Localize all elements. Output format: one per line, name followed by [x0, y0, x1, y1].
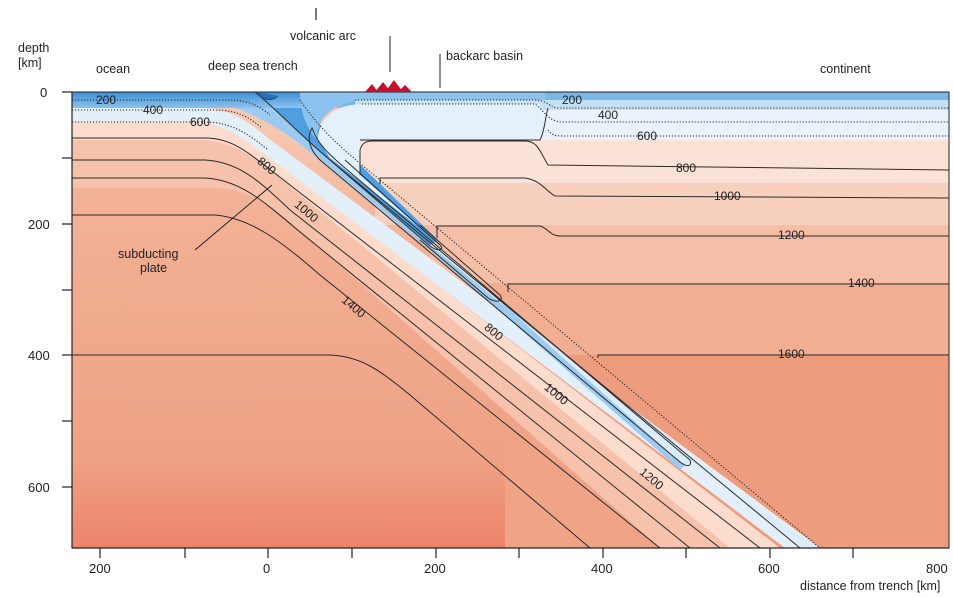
iso-label-cont-1400: 1400 — [848, 276, 875, 290]
isotherm-lines — [72, 92, 949, 548]
isotherm-slab-800 — [72, 137, 761, 548]
subducting-plate-pointer — [194, 184, 273, 251]
iso-label-cont-1600: 1600 — [778, 347, 805, 361]
ocean-band-warm — [72, 140, 740, 548]
y-tick-label-600: 600 — [28, 480, 50, 495]
backarc-basin-label: backarc basin — [446, 49, 523, 63]
subducting-plate-label-1: subducting — [118, 247, 179, 261]
x-axis: 200 0 200 400 600 800 distance from tren… — [72, 547, 949, 593]
isotherm-continent-800 — [359, 140, 949, 175]
isotherm-mantle-deep — [72, 354, 591, 548]
deep-sea-trench-label: deep sea trench — [208, 59, 298, 73]
x-tick-label-600: 600 — [758, 561, 780, 576]
top-labels: depth [km] ocean deep sea trench volcani… — [18, 8, 871, 88]
isotherm-continent-1200 — [436, 225, 949, 238]
iso-label-cont-600: 600 — [637, 129, 657, 143]
y-tick-label-0: 0 — [40, 85, 47, 100]
x-tick-label-400: 400 — [591, 561, 613, 576]
depth-axis-title-1: depth — [18, 41, 49, 55]
isotherm-slab-1000 — [72, 159, 721, 548]
iso-label-ocean-600: 600 — [190, 115, 210, 129]
continent-band-1200 — [430, 225, 949, 283]
isotherm-continent-1400 — [507, 283, 949, 292]
iso-label-cont-800: 800 — [676, 161, 696, 175]
mantle-wedge-blue — [300, 92, 545, 140]
ocean-band-cool — [72, 108, 820, 548]
continent-band-200 — [355, 92, 949, 100]
isotherm-ocean-400 — [72, 109, 263, 129]
trench-marker — [257, 91, 279, 100]
volcanic-arc-label: volcanic arc — [290, 29, 356, 43]
ocean-band-pale — [72, 122, 780, 548]
isotherm-slab-1400 — [72, 214, 661, 548]
x-tick-label-0: 0 — [263, 561, 270, 576]
iso-label-cont-200: 200 — [562, 93, 582, 107]
isotherm-continent-200 — [355, 99, 949, 109]
isotherm-continent-600b — [547, 129, 949, 137]
ocean-label: ocean — [96, 62, 130, 76]
slab-dotted-core — [299, 99, 821, 548]
iso-label-cont-1000: 1000 — [714, 189, 741, 203]
y-axis: 0 200 400 600 — [28, 85, 73, 548]
x-tick-label-800: 800 — [926, 561, 948, 576]
slab-tongue-1 — [329, 159, 443, 251]
slab-inner-loop — [308, 126, 691, 467]
x-axis-title: distance from trench [km] — [800, 579, 940, 593]
isotherm-slab-1200 — [72, 177, 691, 548]
iso-label-ocean-400: 400 — [143, 103, 163, 117]
isotherm-ocean-600 — [72, 121, 269, 151]
continent-band-1400 — [505, 283, 949, 355]
iso-label-ocean-200: 200 — [96, 93, 116, 107]
volcanic-arc-peaks — [365, 80, 412, 92]
ocean-band-warm-lower — [72, 178, 700, 548]
subducting-plate-label-2: plate — [140, 261, 167, 275]
mantle-wedge-pale — [318, 104, 555, 228]
iso-label-cont-400: 400 — [598, 108, 618, 122]
isotherm-continent-1000 — [379, 177, 949, 199]
y-tick-label-400: 400 — [28, 348, 50, 363]
y-tick-label-200: 200 — [28, 217, 50, 232]
slab-tongue-2 — [419, 224, 502, 302]
x-tick-label-200: 200 — [424, 561, 446, 576]
continent-band-400 — [355, 100, 949, 110]
continent-band-800 — [355, 140, 949, 183]
subducting-plate-annotation: subducting plate — [118, 184, 273, 275]
isotherm-continent-600 — [360, 107, 549, 141]
x-tick-label-200-ocean: 200 — [89, 561, 111, 576]
iso-label-cont-1200: 1200 — [778, 228, 805, 242]
isotherm-ocean-200 — [72, 99, 271, 116]
isotherm-continent-1600 — [597, 354, 949, 358]
continent-label: continent — [820, 62, 871, 76]
continent-band-1000 — [375, 183, 949, 225]
depth-axis-title-2: [km] — [18, 56, 42, 70]
